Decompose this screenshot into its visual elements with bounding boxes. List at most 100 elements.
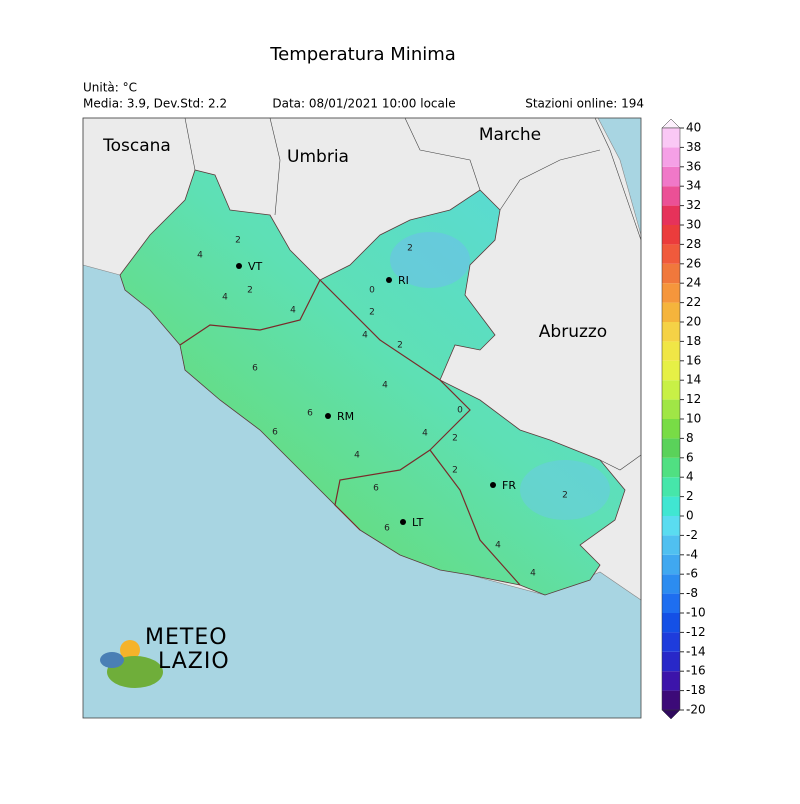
colorbar-band [662, 632, 680, 652]
contour-label: 2 [562, 491, 568, 501]
contour-label: 4 [495, 541, 501, 551]
logo-text: LAZIO [158, 649, 230, 674]
contour-label: 4 [530, 569, 536, 579]
colorbar-band [662, 360, 680, 381]
colorbar-tick-label: 32 [686, 198, 701, 212]
contour-label: 2 [247, 286, 253, 296]
city-dot [490, 482, 496, 488]
colorbar-extend [661, 709, 681, 720]
colorbar-tick-label: -4 [686, 547, 698, 561]
contour-label: 4 [290, 306, 296, 316]
colorbar-tick-label: 26 [686, 256, 701, 270]
colorbar-band [662, 574, 680, 594]
colorbar-band [662, 399, 680, 419]
contour-label: 4 [362, 331, 368, 341]
colorbar-band [662, 477, 680, 497]
colorbar-tick-label: 0 [686, 509, 694, 523]
contour-label: 0 [457, 406, 463, 416]
colorbar-band [662, 651, 680, 672]
colorbar-tick-label: 40 [686, 121, 701, 135]
colorbar-tick-label: 4 [686, 470, 694, 484]
colorbar-tick-label: 18 [686, 334, 701, 348]
region-label: Toscana [102, 136, 171, 156]
colorbar-band [662, 380, 680, 400]
logo-sun [120, 640, 140, 660]
city-label: VT [248, 260, 263, 273]
colorbar-band [662, 186, 680, 206]
colorbar-tick-label: -2 [686, 528, 698, 542]
colorbar-tick-label: -14 [686, 644, 706, 658]
colorbar-band [662, 496, 680, 516]
region-label: Abruzzo [539, 322, 607, 342]
title: Temperatura Minima [269, 44, 456, 65]
colorbar-tick-label: 30 [686, 218, 701, 232]
province-borders [179, 279, 521, 586]
city-dot [386, 277, 392, 283]
date: Data: 08/01/2021 10:00 locale [272, 97, 455, 111]
colorbar-tick-label: 22 [686, 295, 701, 309]
colorbar-band [662, 593, 680, 613]
cold-area [520, 460, 610, 520]
logo-cloud [100, 652, 124, 668]
colorbar-extend [661, 118, 681, 129]
city-label: FR [502, 479, 516, 492]
map: Toscana Umbria Marche Abruzzo VT RI RM FR LT… [82, 117, 642, 719]
colorbar-tick-label: 24 [686, 276, 701, 290]
colorbar-band [662, 419, 680, 439]
colorbar-tick-label: 10 [686, 412, 701, 426]
colorbar-tick-label: 12 [686, 392, 701, 406]
colorbar-band [662, 613, 680, 633]
colorbar-band [662, 438, 680, 458]
city-label: LT [412, 516, 424, 529]
colorbar-tick-label: -6 [686, 567, 698, 581]
colorbar-tick-label: 16 [686, 353, 701, 367]
colorbar-band [662, 244, 680, 264]
contour-label: 4 [197, 251, 203, 261]
colorbar-band [662, 690, 680, 710]
region-label: Marche [479, 125, 541, 145]
colorbar-tick-label: 2 [686, 489, 694, 503]
colorbar-tick-label: -18 [686, 683, 706, 697]
colorbar-band [662, 322, 680, 342]
contour-label: 2 [452, 434, 458, 444]
contour-label: 2 [369, 308, 375, 318]
colorbar-tick-label: 36 [686, 159, 701, 173]
colorbar-band [662, 671, 680, 691]
colorbar-tick-label: 6 [686, 450, 694, 464]
colorbar-tick-label: -16 [686, 664, 706, 678]
city-label: RM [337, 410, 354, 423]
colorbar-band [662, 535, 680, 555]
contour-label: 2 [235, 236, 241, 246]
colorbar-band [662, 263, 680, 284]
colorbar-tick-label: 20 [686, 315, 701, 329]
contour-label: 6 [272, 428, 278, 438]
contour-label: 4 [354, 451, 360, 461]
colorbar-tick-label: -8 [686, 586, 698, 600]
colorbar-band [662, 147, 680, 167]
city-label: RI [398, 274, 409, 287]
contour-label: 6 [384, 524, 390, 534]
colorbar-band [662, 225, 680, 245]
contour-label: 4 [382, 381, 388, 391]
map-frame [82, 117, 642, 719]
colorbar-tick-label: 14 [686, 373, 701, 387]
logo-text: METEO [145, 625, 228, 650]
colorbar-band [662, 302, 680, 322]
contour-label: 6 [307, 409, 313, 419]
contour-label: 6 [252, 364, 258, 374]
colorbar-tick-label: 8 [686, 431, 694, 445]
contour-label: 6 [373, 484, 379, 494]
cold-area [390, 232, 470, 288]
colorbar-band [662, 341, 680, 361]
unit: Unità: °C [83, 81, 137, 95]
contour-label: 2 [452, 466, 458, 476]
borders [184, 117, 642, 471]
logo: METEO LAZIO [100, 625, 230, 688]
colorbar-band [662, 128, 680, 148]
contour-label: 2 [407, 244, 413, 254]
city-dot [400, 519, 406, 525]
region-label: Umbria [287, 147, 349, 167]
colorbar-band [662, 166, 680, 187]
city-dot [325, 413, 331, 419]
colorbar-band [662, 283, 680, 303]
